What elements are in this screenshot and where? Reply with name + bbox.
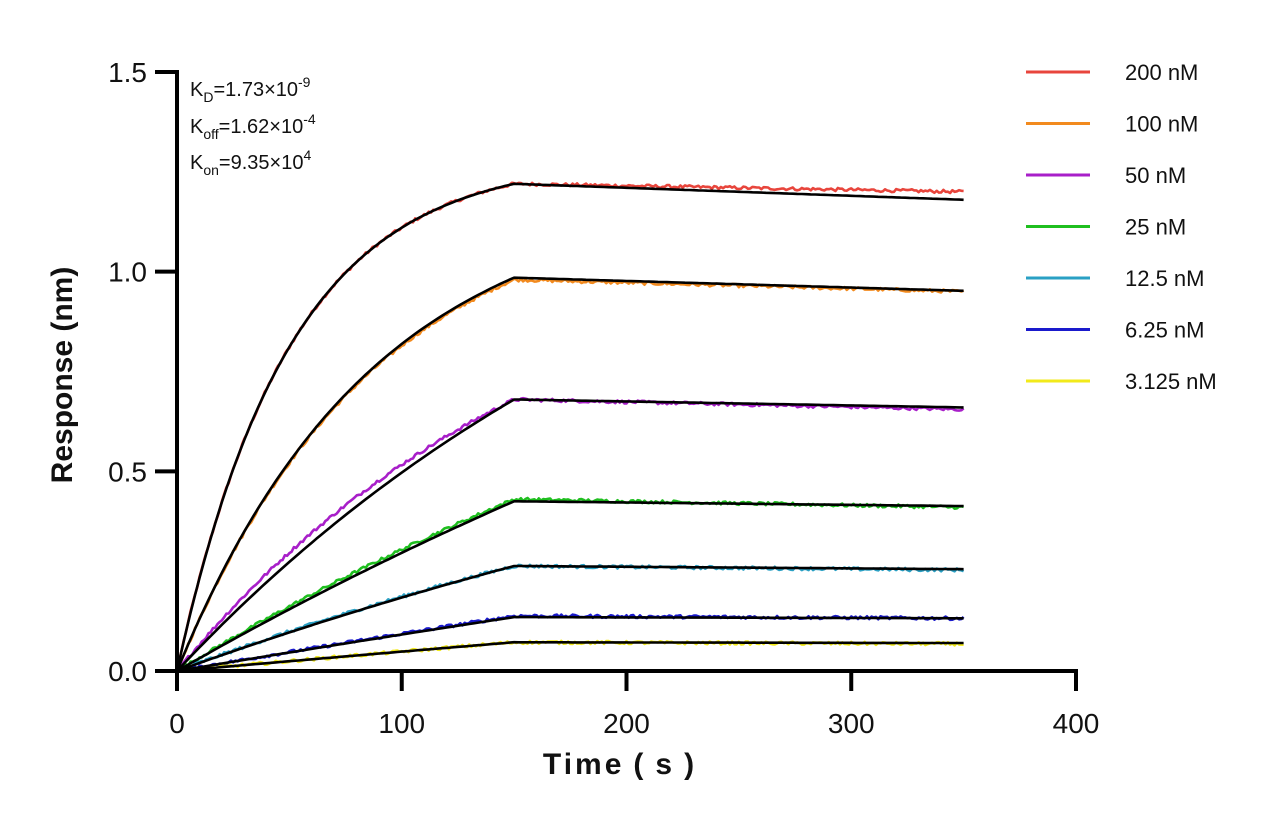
kinetics-annotation: KD=1.73×10-9 Koff=1.62×10-4 Kon=9.35×104 [190,74,316,178]
x-tick-label: 100 [378,708,425,739]
x-axis-title: Time ( s ) [543,748,697,781]
fit-curve [175,276,964,672]
fit-curve [176,615,964,673]
legend: 200 nM 100 nM 50 nM 25 nM 12.5 nM 6.25 nM 3.12… [1026,60,1217,394]
x-ticks: 0 100 200 300 400 [169,671,1099,739]
x-tick-label: 200 [603,708,650,739]
kon-annotation: Kon=9.35×104 [190,147,311,178]
legend-label: 100 nM [1125,112,1198,137]
fit-curve [176,564,964,673]
y-axis-title: Response (nm) [46,267,79,484]
koff-annotation: Koff=1.62×10-4 [190,111,316,142]
y-tick-label: 0.0 [108,656,147,687]
plot-area [175,181,965,673]
y-tick-label: 1.5 [108,57,147,88]
legend-label: 6.25 nM [1125,318,1205,343]
legend-label: 12.5 nM [1125,266,1205,291]
x-tick-label: 400 [1053,708,1100,739]
series-line-200-nM [175,181,964,672]
x-tick-label: 300 [828,708,875,739]
fit-curve [176,499,964,673]
legend-label: 50 nM [1125,163,1186,188]
y-ticks: 0.0 0.5 1.0 1.5 [108,57,177,687]
legend-label: 3.125 nM [1125,369,1217,394]
fit-curve [176,398,964,672]
fit-curve [175,182,964,672]
series-line-3-125-nM [176,639,964,673]
y-tick-label: 0.5 [108,456,147,487]
y-tick-label: 1.0 [108,257,147,288]
kd-annotation: KD=1.73×10-9 [190,74,311,105]
x-tick-label: 0 [169,708,185,739]
fit-curve [176,640,964,673]
legend-label: 200 nM [1125,60,1198,85]
legend-label: 25 nM [1125,215,1186,240]
